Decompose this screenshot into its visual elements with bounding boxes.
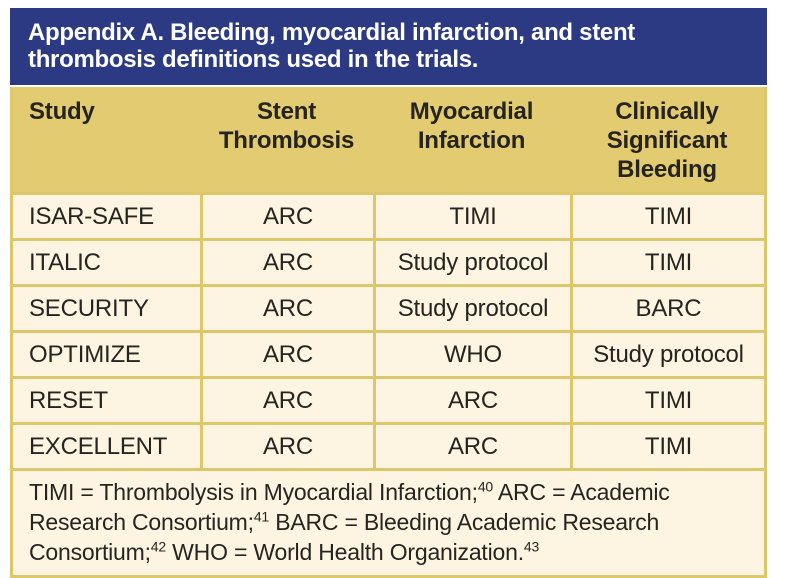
bleeding-cell: BARC	[570, 287, 764, 330]
table-row: ISAR-SAFE ARC TIMI TIMI	[13, 192, 764, 238]
myocardial-infarction-cell: ARC	[373, 379, 570, 422]
myocardial-infarction-cell: ARC	[373, 425, 570, 468]
study-cell: OPTIMIZE	[13, 333, 200, 376]
citation-superscript: 41	[253, 508, 269, 525]
myocardial-infarction-cell: WHO	[373, 333, 570, 376]
appendix-table: Appendix A. Bleeding, myocardial infarct…	[10, 8, 767, 578]
table-row: SECURITY ARC Study protocol BARC	[13, 284, 764, 330]
stent-thrombosis-cell: ARC	[200, 333, 373, 376]
stent-thrombosis-cell: ARC	[200, 379, 373, 422]
myocardial-infarction-cell: Study protocol	[373, 241, 570, 284]
footnote-text: BARC = Bleeding Academic Research Consor…	[29, 509, 660, 565]
study-cell: ISAR-SAFE	[13, 195, 200, 238]
citation-superscript: 43	[523, 538, 540, 555]
myocardial-infarction-cell: Study protocol	[373, 287, 570, 330]
bleeding-cell: TIMI	[570, 241, 764, 284]
table-row: ITALIC ARC Study protocol TIMI	[13, 238, 764, 284]
study-cell: ITALIC	[13, 241, 200, 284]
column-header-study: Study	[29, 98, 95, 125]
footnote-text: WHO = World Health Organization.	[165, 539, 524, 565]
column-header-stent-thrombosis: Stent Thrombosis	[218, 98, 355, 154]
footnote-text: TIMI = Thrombolysis in Myocardial Infarc…	[29, 479, 478, 505]
table-title-banner: Appendix A. Bleeding, myocardial infarct…	[10, 8, 767, 85]
table-title: Appendix A. Bleeding, myocardial infarct…	[28, 19, 636, 73]
definitions-table: Study Stent Thrombosis Myocardial Infarc…	[10, 87, 767, 578]
study-cell: EXCELLENT	[13, 425, 200, 468]
bleeding-cell: TIMI	[570, 425, 764, 468]
table-row: EXCELLENT ARC ARC TIMI	[13, 422, 764, 468]
bleeding-cell: TIMI	[570, 195, 764, 238]
stent-thrombosis-cell: ARC	[200, 241, 373, 284]
study-cell: SECURITY	[13, 287, 200, 330]
banner-divider	[10, 85, 767, 87]
bleeding-cell: Study protocol	[570, 333, 764, 376]
citation-superscript: 42	[150, 538, 166, 555]
stent-thrombosis-cell: ARC	[200, 287, 373, 330]
table-row: RESET ARC ARC TIMI	[13, 376, 764, 422]
bleeding-cell: TIMI	[570, 379, 764, 422]
footnote-text: ARC = Academic Research Consortium;	[29, 479, 670, 535]
stent-thrombosis-cell: ARC	[200, 195, 373, 238]
study-cell: RESET	[13, 379, 200, 422]
myocardial-infarction-cell: TIMI	[373, 195, 570, 238]
column-header-bleeding: Clinically Significant Bleeding	[606, 98, 728, 183]
table-header-row: Study Stent Thrombosis Myocardial Infarc…	[13, 87, 764, 192]
citation-superscript: 40	[477, 478, 493, 495]
abbreviations-footnote: TIMI = Thrombolysis in Myocardial Infarc…	[13, 468, 764, 575]
table-row: OPTIMIZE ARC WHO Study protocol	[13, 330, 764, 376]
column-header-myocardial-infarction: Myocardial Infarction	[409, 98, 534, 154]
stent-thrombosis-cell: ARC	[200, 425, 373, 468]
